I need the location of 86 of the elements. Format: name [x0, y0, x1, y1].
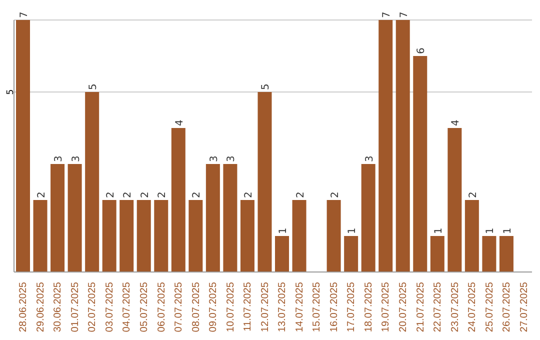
x-tick-label: 24.07.2025: [467, 282, 478, 332]
bar: [206, 164, 220, 272]
x-tick-label: 20.07.2025: [398, 282, 409, 332]
bar: [33, 200, 48, 272]
bar: [154, 200, 168, 272]
x-tick-label: 19.07.2025: [380, 282, 392, 332]
data-label: 1: [502, 228, 514, 234]
data-label: 7: [382, 12, 393, 18]
x-tick-label: 12.07.2025: [260, 282, 271, 332]
data-label: 2: [122, 192, 134, 198]
x-tick-label: 18.07.2025: [363, 282, 374, 332]
data-label: 3: [208, 156, 220, 162]
bar: [275, 236, 289, 272]
data-label: 1: [278, 228, 289, 234]
data-label: 2: [105, 192, 116, 198]
data-label: 3: [54, 156, 65, 162]
x-tick-label: 01.07.2025: [70, 282, 81, 332]
data-label: 7: [398, 12, 410, 18]
data-label: 7: [19, 12, 30, 18]
bar: [16, 20, 30, 272]
data-label: 3: [364, 156, 376, 162]
bar: [68, 164, 82, 272]
data-label: 3: [226, 156, 238, 162]
bar: [188, 200, 203, 272]
bar: [136, 200, 151, 272]
x-tick-label: 29.06.2025: [35, 282, 46, 332]
x-tick-label: 25.07.2025: [484, 282, 496, 332]
bar: [344, 236, 358, 272]
bar: [102, 200, 116, 272]
x-tick-label: 16.07.2025: [328, 282, 340, 332]
bar: [430, 236, 444, 272]
data-label: 2: [330, 192, 341, 198]
x-tick-label: 13.07.2025: [277, 282, 288, 332]
x-tick-label: 27.07.2025: [518, 282, 530, 332]
data-label: 5: [88, 84, 100, 90]
x-tick-label: 21.07.2025: [415, 282, 426, 332]
x-tick-label: 05.07.2025: [139, 282, 150, 332]
data-label: 2: [243, 192, 254, 198]
bar: [499, 236, 514, 272]
bar: [292, 200, 306, 272]
bar: [120, 200, 134, 272]
x-tick-label: 07.07.2025: [174, 282, 185, 332]
x-tick-label: 03.07.2025: [104, 282, 116, 332]
x-tick-label: 17.07.2025: [346, 282, 358, 332]
x-tick-label: 28.06.2025: [18, 282, 30, 332]
data-label: 4: [450, 120, 462, 126]
bar: [223, 164, 238, 272]
x-tick-label: 08.07.2025: [190, 282, 202, 332]
bar: [240, 200, 254, 272]
x-tick-label: 30.06.2025: [52, 282, 64, 332]
data-label: 6: [416, 48, 428, 54]
bar: [413, 56, 428, 272]
data-label: 2: [157, 192, 168, 198]
x-tick-label: 23.07.2025: [450, 282, 461, 332]
bar: [482, 236, 496, 272]
data-label: 2: [192, 192, 203, 198]
data-label: 2: [36, 192, 48, 198]
x-tick-label: 22.07.2025: [432, 282, 444, 332]
x-tick-label: 26.07.2025: [502, 282, 513, 332]
bar: [396, 20, 410, 272]
bar: [85, 92, 100, 272]
x-tick-label: 06.07.2025: [156, 282, 168, 332]
bar: [171, 128, 186, 272]
data-label: 4: [174, 120, 186, 126]
x-tick-label: 04.07.2025: [122, 282, 133, 332]
x-tick-label: 02.07.2025: [87, 282, 98, 332]
data-label: 2: [468, 192, 479, 198]
bar: [361, 164, 376, 272]
data-label: 2: [140, 192, 151, 198]
data-label: 2: [295, 192, 306, 198]
data-label: 3: [70, 156, 82, 162]
data-label: 1: [433, 228, 444, 234]
bar: [378, 20, 393, 272]
data-label: 1: [485, 228, 496, 234]
data-label: 1: [347, 228, 358, 234]
bar: [258, 92, 272, 272]
bar: [326, 200, 341, 272]
data-label: 5: [260, 84, 272, 90]
x-tick-label: 11.07.2025: [242, 282, 254, 332]
x-tick-label: 14.07.2025: [294, 282, 306, 332]
x-tick-label: 15.07.2025: [312, 282, 323, 332]
bar: [50, 164, 65, 272]
x-tick-label: 10.07.2025: [225, 282, 236, 332]
bar: [464, 200, 479, 272]
bar: [448, 128, 462, 272]
x-tick-label: 09.07.2025: [208, 282, 220, 332]
